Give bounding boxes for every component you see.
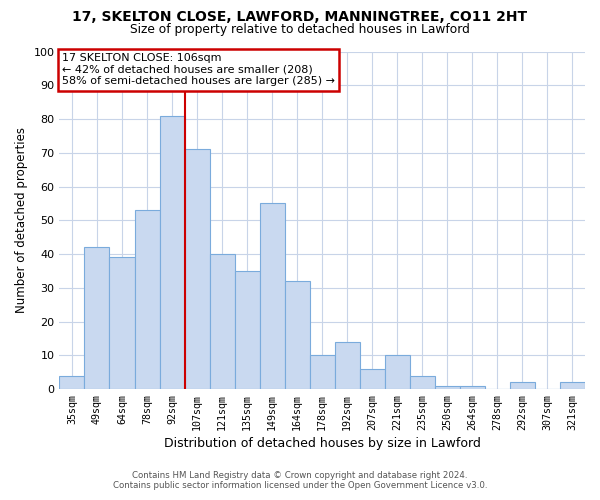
- Text: Size of property relative to detached houses in Lawford: Size of property relative to detached ho…: [130, 22, 470, 36]
- Bar: [310, 356, 335, 389]
- Text: 17 SKELTON CLOSE: 106sqm
← 42% of detached houses are smaller (208)
58% of semi-: 17 SKELTON CLOSE: 106sqm ← 42% of detach…: [62, 53, 335, 86]
- Bar: [85, 248, 109, 389]
- Bar: [360, 369, 385, 389]
- Y-axis label: Number of detached properties: Number of detached properties: [15, 128, 28, 314]
- Bar: [134, 210, 160, 389]
- Bar: [284, 281, 310, 389]
- X-axis label: Distribution of detached houses by size in Lawford: Distribution of detached houses by size …: [164, 437, 481, 450]
- Bar: [109, 258, 134, 389]
- Bar: [185, 150, 209, 389]
- Bar: [510, 382, 535, 389]
- Bar: [59, 376, 85, 389]
- Bar: [160, 116, 185, 389]
- Text: Contains HM Land Registry data © Crown copyright and database right 2024.
Contai: Contains HM Land Registry data © Crown c…: [113, 470, 487, 490]
- Bar: [435, 386, 460, 389]
- Bar: [209, 254, 235, 389]
- Bar: [385, 356, 410, 389]
- Bar: [410, 376, 435, 389]
- Bar: [335, 342, 360, 389]
- Bar: [260, 204, 284, 389]
- Bar: [235, 271, 260, 389]
- Bar: [560, 382, 585, 389]
- Text: 17, SKELTON CLOSE, LAWFORD, MANNINGTREE, CO11 2HT: 17, SKELTON CLOSE, LAWFORD, MANNINGTREE,…: [73, 10, 527, 24]
- Bar: [460, 386, 485, 389]
